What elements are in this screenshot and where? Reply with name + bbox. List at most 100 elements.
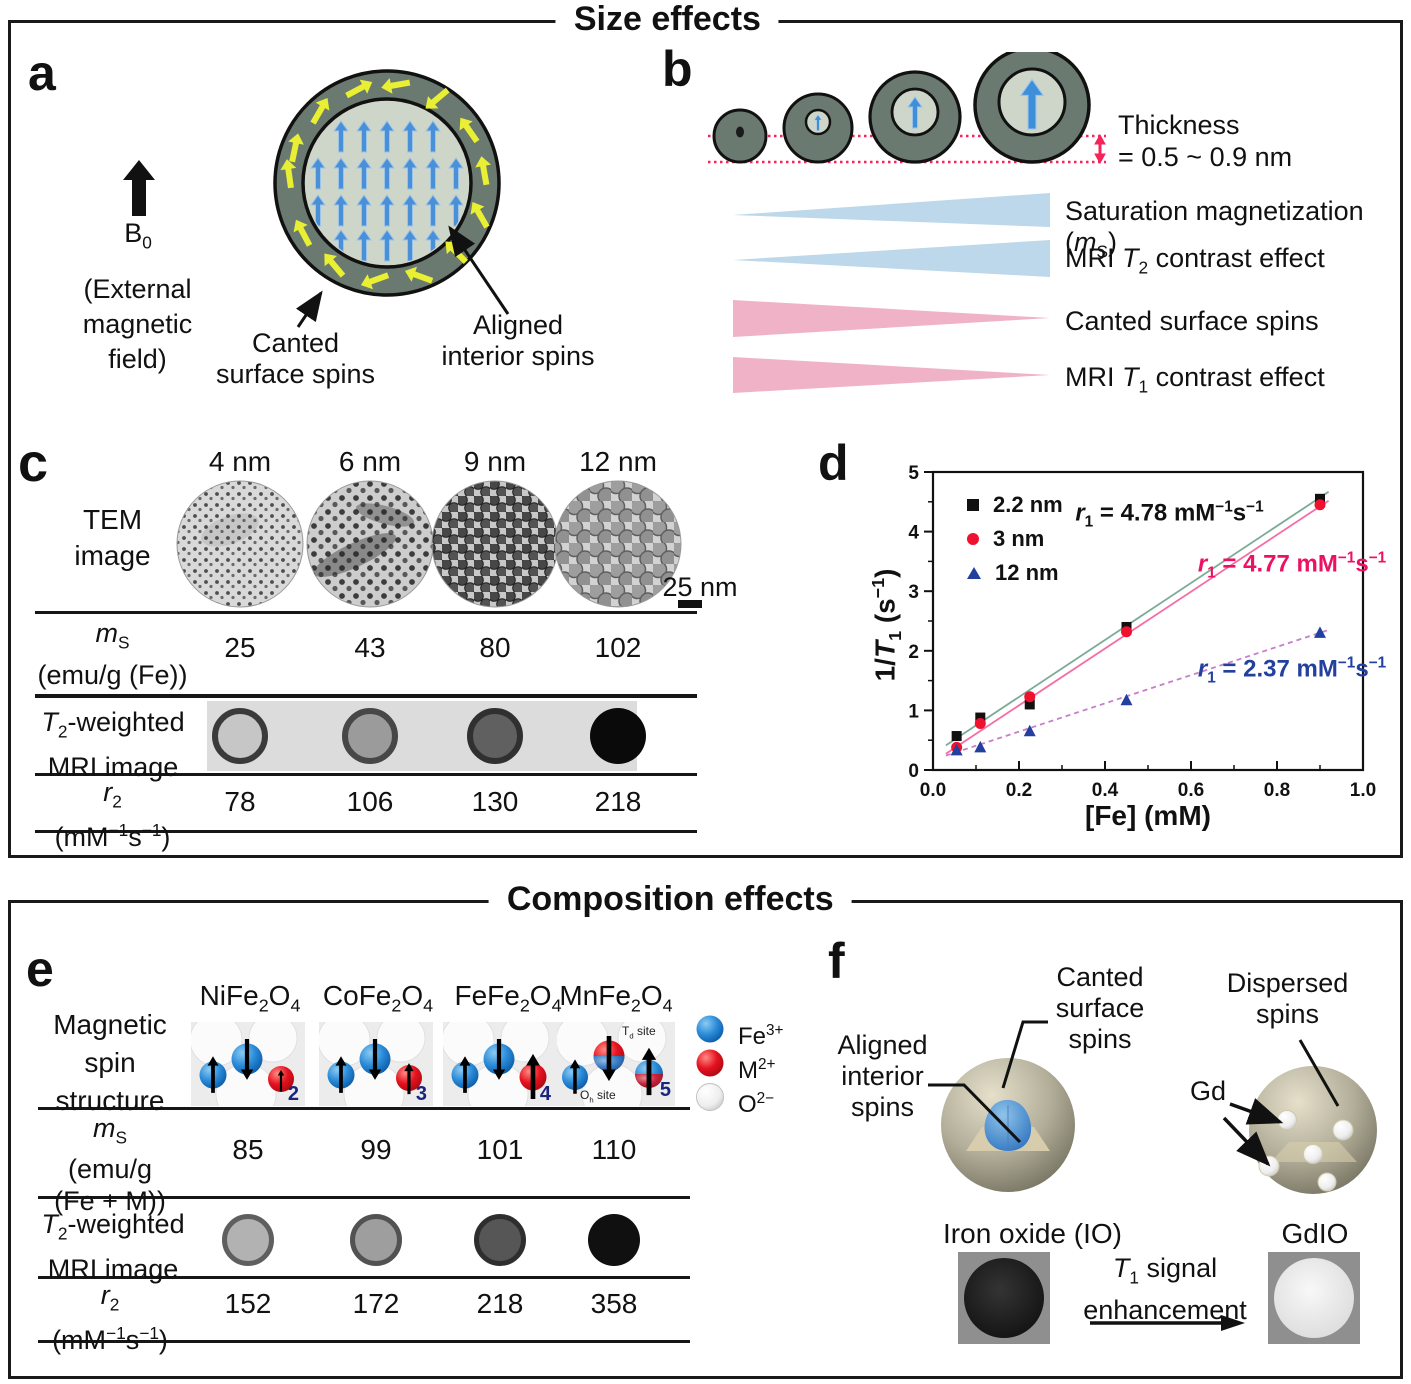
- r2-value: 218: [594, 786, 642, 817]
- gdio-mri-circle: [1274, 1258, 1354, 1338]
- chart-legend-item: 12 nm: [967, 560, 1059, 586]
- chart-xlabel: [Fe] (mM): [1085, 800, 1211, 831]
- fe3-swatch: [696, 1015, 724, 1043]
- aligned-interior-spins-label: Aligned interior spins: [441, 310, 595, 371]
- legend-o2: O2−: [738, 1090, 775, 1118]
- gdio-mri-image: [1268, 1252, 1360, 1344]
- thickness-label-line1: Thickness: [1118, 110, 1240, 140]
- mri-phantom-mn: [588, 1214, 640, 1266]
- r2-row-label-c: r2 (mM−1s−1): [54, 777, 171, 853]
- dispersed-spins-label: Dispersed spins: [1226, 968, 1349, 1029]
- rule-c3: [35, 773, 697, 776]
- compound-header-nife2o4: NiFe2O4: [199, 980, 301, 1016]
- t2-mri-strip: [207, 701, 637, 771]
- sphere-legend-swatches: [696, 1015, 724, 1111]
- size-header-6nm: 6 nm: [338, 446, 402, 477]
- canted-pointer-line: [1001, 1020, 1048, 1089]
- r1-annotation: r1 = 2.37 mM−1s−1: [1197, 654, 1387, 687]
- ms-row-label-c: mS (emu/g (Fe)): [37, 618, 188, 691]
- r2-value: 358: [590, 1288, 638, 1319]
- ms-row-label-e: mS (emu/g (Fe + M)): [54, 1113, 166, 1217]
- particle-3: [868, 70, 962, 164]
- tem-micrographs: [176, 480, 682, 608]
- io-mri-image: [958, 1252, 1050, 1344]
- moment-number: 3: [416, 1083, 427, 1105]
- aligned-pointer-arrow: [448, 225, 510, 315]
- canted-surface-spins-label-f: Canted surface spins: [1055, 962, 1145, 1054]
- trend-label-canted: Canted surface spins: [1065, 306, 1319, 336]
- ms-value: 101: [476, 1134, 524, 1165]
- svg-text:2: 2: [908, 642, 919, 663]
- gd-label: Gd: [1189, 1076, 1227, 1106]
- composition-effects-box: [8, 900, 1403, 1379]
- b0-field-arrow-icon: [123, 160, 155, 216]
- gd-arrow-2: [1222, 1116, 1271, 1167]
- tem-image-9nm: [431, 480, 559, 608]
- panel-letter-d: d: [818, 435, 849, 491]
- dispersed-pointer-line: [1298, 1039, 1340, 1107]
- spin-structure-nife2o4: 2: [191, 1022, 305, 1106]
- mri-phantom-9nm: [467, 708, 523, 764]
- thickness-label-line2: = 0.5 ~ 0.9 nm: [1118, 142, 1293, 172]
- svg-text:0: 0: [908, 761, 919, 782]
- svg-text:0.4: 0.4: [1092, 780, 1119, 801]
- section-title-size: Size effects: [555, 0, 779, 39]
- trend-label-t2: MRI T2 contrast effect: [1065, 243, 1325, 278]
- r2-value: 172: [352, 1288, 400, 1319]
- tem-image-4nm: [176, 480, 304, 608]
- triangle-saturation: [733, 193, 1050, 227]
- panel-letter-e: e: [26, 941, 54, 997]
- r2-row-label-e: r2 (mM−1s−1): [52, 1280, 168, 1356]
- aligned-pointer-line: [928, 1083, 1022, 1144]
- svg-text:0.0: 0.0: [920, 780, 946, 801]
- rule-c1: [35, 611, 697, 614]
- ms-value: 85: [232, 1134, 264, 1165]
- particle-2: [782, 92, 854, 164]
- square-marker-icon: [967, 499, 979, 511]
- moment-number: 2: [288, 1083, 299, 1105]
- size-header-9nm: 9 nm: [463, 446, 527, 477]
- mri-phantom-12nm: [590, 708, 646, 764]
- ms-value: 25: [224, 632, 256, 663]
- td-site-label: Td site: [622, 1024, 656, 1041]
- section-title-composition: Composition effects: [488, 880, 852, 919]
- spin-structure-fefe2o4: 4: [443, 1022, 557, 1106]
- r2-value: 152: [224, 1288, 272, 1319]
- relaxivity-chart: 0.0 0.2 0.4 0.6 0.8 1.0 0 1 2 3 4 5 [Fe] (mM) 1/T1 …: [855, 448, 1395, 848]
- r1-annotation: r1 = 4.78 mM−1s−1: [1075, 498, 1264, 531]
- trend-label-t1: MRI T1 contrast effect: [1065, 362, 1325, 397]
- ms-value: 99: [360, 1134, 392, 1165]
- canted-surface-spins-label: Canted surface spins: [215, 328, 376, 389]
- size-header-4nm: 4 nm: [208, 446, 272, 477]
- particle-1: [712, 108, 768, 164]
- scale-bar: [678, 600, 702, 608]
- particle-4: [973, 52, 1091, 164]
- rule-e3: [38, 1276, 690, 1279]
- iron-oxide-sphere: [941, 1058, 1075, 1192]
- moment-number: 5: [660, 1079, 671, 1101]
- io-caption: Iron oxide (IO): [943, 1218, 1122, 1249]
- circle-marker-icon: [967, 533, 979, 545]
- rule-e1: [38, 1107, 690, 1110]
- chart-legend-item: 3 nm: [967, 526, 1044, 552]
- r1-annotation: r1 = 4.77 mM−1s−1: [1197, 549, 1387, 582]
- compound-header-cofe2o4: CoFe2O4: [322, 980, 434, 1016]
- panel-letter-f: f: [828, 933, 845, 989]
- r2-value: 130: [471, 786, 519, 817]
- legend-fe3: Fe3+: [738, 1022, 784, 1050]
- r2-value: 218: [476, 1288, 524, 1319]
- mri-phantom-co: [350, 1214, 402, 1266]
- svg-text:0.2: 0.2: [1006, 780, 1032, 801]
- r2-value: 106: [346, 786, 394, 817]
- spin-structure-mnfe2o4: 5: [557, 1022, 675, 1106]
- tem-image-row-label: TEM image: [74, 504, 151, 571]
- external-field-label: (External magnetic field): [82, 274, 193, 374]
- aligned-interior-spins-label-f: Aligned interior spins: [837, 1030, 928, 1122]
- chart-legend-label: 3 nm: [993, 526, 1045, 551]
- chart-legend-label: 12 nm: [995, 560, 1059, 585]
- panel-letter-a: a: [28, 45, 56, 101]
- svg-text:5: 5: [908, 463, 919, 484]
- spin-structure-row-label: Magnetic spin structure: [53, 1009, 167, 1116]
- growing-particles-diagram: [708, 52, 1106, 165]
